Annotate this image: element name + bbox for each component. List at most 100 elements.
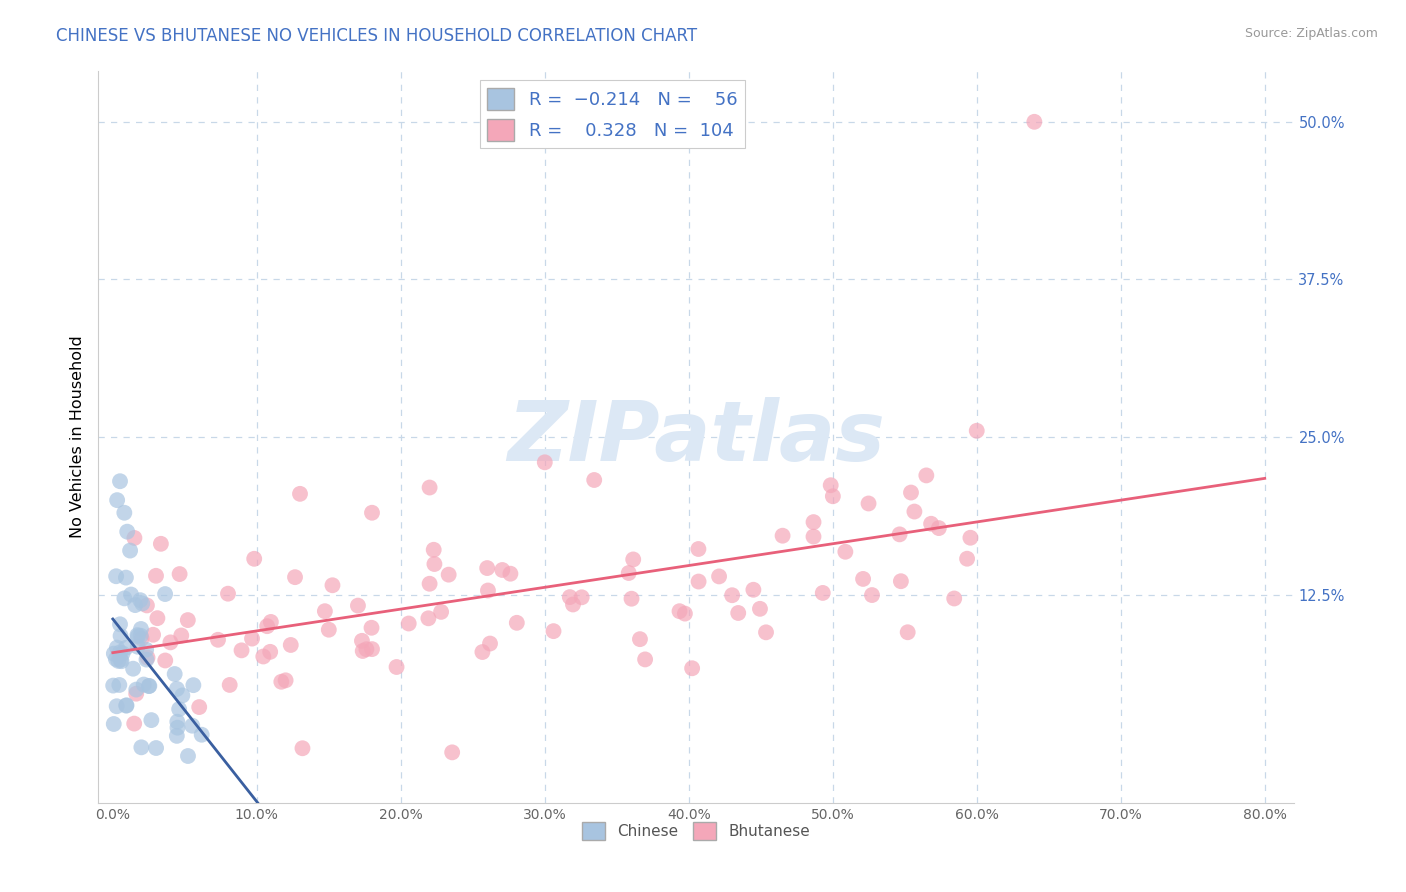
Point xyxy=(120,543,142,558)
Point xyxy=(966,424,988,438)
Point xyxy=(471,645,494,659)
Point xyxy=(571,591,593,605)
Point xyxy=(361,642,384,657)
Point xyxy=(943,591,966,606)
Point xyxy=(620,591,643,606)
Point xyxy=(170,628,193,642)
Point xyxy=(889,527,911,541)
Point xyxy=(110,652,132,666)
Point xyxy=(347,599,370,613)
Point xyxy=(231,643,253,657)
Point xyxy=(437,567,460,582)
Point xyxy=(155,653,177,667)
Point xyxy=(858,496,880,510)
Point xyxy=(122,716,145,731)
Point xyxy=(259,645,281,659)
Point xyxy=(423,557,446,571)
Point xyxy=(105,699,128,714)
Point xyxy=(108,678,131,692)
Point xyxy=(318,623,340,637)
Point xyxy=(280,638,302,652)
Point xyxy=(105,569,128,583)
Point xyxy=(107,654,129,668)
Point xyxy=(159,635,181,649)
Point xyxy=(127,628,149,642)
Point xyxy=(138,679,160,693)
Point xyxy=(350,633,373,648)
Point xyxy=(125,682,148,697)
Point xyxy=(129,622,152,636)
Point xyxy=(115,571,138,585)
Point xyxy=(115,524,138,539)
Point xyxy=(103,717,125,731)
Point xyxy=(136,650,159,665)
Point xyxy=(145,741,167,756)
Y-axis label: No Vehicles in Household: No Vehicles in Household xyxy=(69,335,84,539)
Point xyxy=(803,530,825,544)
Text: CHINESE VS BHUTANESE NO VEHICLES IN HOUSEHOLD CORRELATION CHART: CHINESE VS BHUTANESE NO VEHICLES IN HOUS… xyxy=(56,27,697,45)
Point xyxy=(108,474,131,488)
Point xyxy=(108,617,131,632)
Point xyxy=(240,632,263,646)
Point xyxy=(101,679,124,693)
Point xyxy=(668,604,690,618)
Point xyxy=(583,473,606,487)
Point xyxy=(742,582,765,597)
Point xyxy=(103,647,125,661)
Point xyxy=(110,629,132,643)
Point xyxy=(419,576,441,591)
Point xyxy=(122,662,145,676)
Point xyxy=(834,545,856,559)
Point xyxy=(218,678,240,692)
Point xyxy=(681,661,703,675)
Point xyxy=(108,645,131,659)
Point xyxy=(135,599,157,613)
Point xyxy=(860,588,883,602)
Point xyxy=(115,698,138,713)
Point xyxy=(115,698,138,713)
Point xyxy=(110,654,132,668)
Point xyxy=(477,561,499,575)
Point xyxy=(124,598,146,612)
Point xyxy=(142,628,165,642)
Point xyxy=(124,531,146,545)
Point xyxy=(153,587,176,601)
Point xyxy=(132,677,155,691)
Point xyxy=(688,574,710,589)
Point xyxy=(252,649,274,664)
Point xyxy=(721,588,744,602)
Point xyxy=(356,642,378,657)
Point xyxy=(628,632,651,647)
Point xyxy=(129,629,152,643)
Point xyxy=(260,615,283,629)
Point xyxy=(166,714,188,729)
Point xyxy=(243,551,266,566)
Point xyxy=(772,529,794,543)
Point xyxy=(506,615,529,630)
Point xyxy=(105,640,128,655)
Point xyxy=(755,625,778,640)
Point xyxy=(491,563,513,577)
Point xyxy=(172,689,194,703)
Point xyxy=(111,646,134,660)
Point xyxy=(422,542,444,557)
Point xyxy=(543,624,565,639)
Point xyxy=(419,481,441,495)
Point xyxy=(1024,115,1046,129)
Point xyxy=(190,728,212,742)
Point xyxy=(166,721,188,735)
Point xyxy=(903,504,925,518)
Point xyxy=(183,678,205,692)
Point xyxy=(131,740,153,755)
Point xyxy=(217,587,239,601)
Point xyxy=(291,741,314,756)
Point xyxy=(959,531,981,545)
Point xyxy=(188,700,211,714)
Point xyxy=(141,713,163,727)
Point xyxy=(621,552,644,566)
Point xyxy=(138,679,160,693)
Point xyxy=(477,583,499,598)
Point xyxy=(284,570,307,584)
Point xyxy=(169,567,191,582)
Point xyxy=(360,621,382,635)
